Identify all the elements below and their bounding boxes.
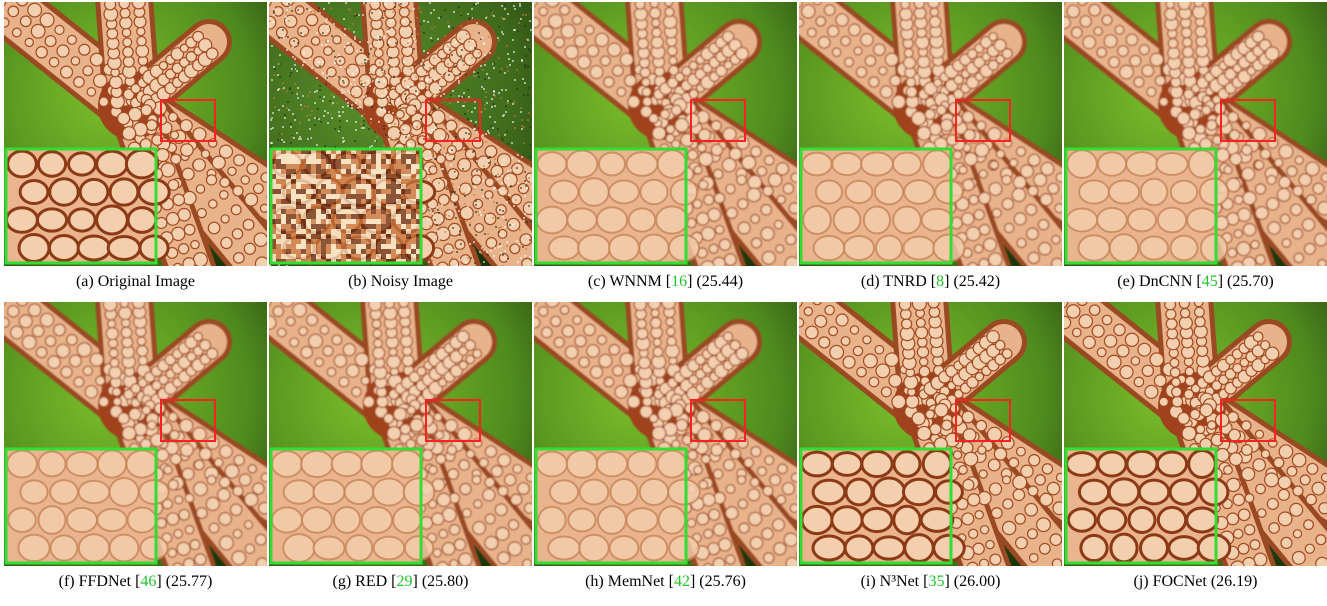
starfish bbox=[1064, 2, 1327, 266]
figure-row-bottom: (f) FFDNet [46] (25.77) (g) RED [29] (25… bbox=[4, 302, 1327, 598]
zoom-region-box bbox=[425, 99, 481, 142]
citation-link[interactable]: 45 bbox=[1201, 273, 1218, 290]
starfish-image bbox=[799, 302, 1062, 566]
zoom-region-box bbox=[1220, 399, 1276, 442]
zoom-region-box bbox=[955, 99, 1011, 142]
panel-e: (e) DnCNN [45] (25.70) bbox=[1064, 2, 1327, 298]
citation-link[interactable]: 46 bbox=[140, 573, 157, 590]
panel-f: (f) FFDNet [46] (25.77) bbox=[4, 302, 267, 598]
citation-link[interactable]: 29 bbox=[396, 573, 413, 590]
figure-row-top: (a) Original Image (b) Noisy Image (c) W… bbox=[4, 2, 1327, 298]
starfish-image bbox=[269, 2, 532, 266]
starfish-image bbox=[1064, 2, 1327, 266]
citation-link[interactable]: 8 bbox=[936, 273, 945, 290]
panel-image bbox=[534, 302, 797, 566]
panel-image bbox=[269, 2, 532, 266]
zoom-region-box bbox=[1220, 99, 1276, 142]
panel-a: (a) Original Image bbox=[4, 2, 267, 298]
panel-caption: (e) DnCNN [45] (25.70) bbox=[1117, 273, 1274, 290]
figure-grid: (a) Original Image (b) Noisy Image (c) W… bbox=[4, 2, 1327, 598]
zoom-inset bbox=[534, 147, 701, 265]
zoom-region-box bbox=[160, 99, 216, 142]
panel-caption: (b) Noisy Image bbox=[348, 273, 453, 290]
panel-caption: (a) Original Image bbox=[75, 273, 196, 290]
zoom-inset bbox=[799, 447, 966, 565]
zoom-region-box bbox=[160, 399, 216, 442]
zoom-inset bbox=[269, 447, 436, 565]
starfish bbox=[1064, 302, 1327, 566]
zoom-inset bbox=[1064, 147, 1230, 265]
panel-caption: (h) MemNet [42] (25.76) bbox=[585, 573, 746, 590]
panel-image bbox=[1064, 2, 1327, 266]
panel-j: (j) FOCNet (26.19) bbox=[1064, 302, 1327, 598]
panel-image bbox=[799, 302, 1062, 566]
starfish bbox=[269, 302, 532, 566]
starfish bbox=[4, 302, 267, 566]
starfish-image bbox=[1064, 302, 1327, 566]
panel-c: (c) WNNM [16] (25.44) bbox=[534, 2, 797, 298]
starfish bbox=[534, 2, 797, 266]
starfish-image bbox=[4, 2, 267, 266]
panel-caption: (j) FOCNet (26.19) bbox=[1133, 573, 1258, 590]
panel-b: (b) Noisy Image bbox=[269, 2, 532, 298]
panel-d: (d) TNRD [8] (25.42) bbox=[799, 2, 1062, 298]
zoom-region-box bbox=[955, 399, 1011, 442]
panel-image bbox=[4, 302, 267, 566]
panel-caption: (f) FFDNet [46] (25.77) bbox=[58, 573, 213, 590]
citation-link[interactable]: 35 bbox=[928, 573, 945, 590]
zoom-inset bbox=[1064, 447, 1232, 565]
starfish-image bbox=[799, 2, 1062, 266]
zoom-inset bbox=[4, 447, 170, 565]
zoom-region-box bbox=[690, 399, 746, 442]
panel-i: (i) N³Net [35] (26.00) bbox=[799, 302, 1062, 598]
panel-image bbox=[534, 2, 797, 266]
starfish-image bbox=[534, 2, 797, 266]
citation-link[interactable]: 42 bbox=[673, 573, 690, 590]
starfish bbox=[534, 302, 797, 566]
citation-link[interactable]: 16 bbox=[671, 273, 688, 290]
starfish-image bbox=[269, 302, 532, 566]
zoom-inset bbox=[4, 147, 171, 265]
panel-image bbox=[1064, 302, 1327, 566]
panel-caption: (c) WNNM [16] (25.44) bbox=[587, 273, 744, 290]
panel-caption: (g) RED [29] (25.80) bbox=[332, 573, 469, 590]
panel-image bbox=[4, 2, 267, 266]
starfish-image bbox=[534, 302, 797, 566]
panel-h: (h) MemNet [42] (25.76) bbox=[534, 302, 797, 598]
panel-g: (g) RED [29] (25.80) bbox=[269, 302, 532, 598]
panel-image bbox=[269, 302, 532, 566]
panel-caption: (d) TNRD [8] (25.42) bbox=[860, 273, 1001, 290]
zoom-inset bbox=[269, 147, 437, 265]
panel-caption: (i) N³Net [35] (26.00) bbox=[860, 573, 1001, 590]
zoom-inset bbox=[799, 147, 966, 265]
zoom-region-box bbox=[425, 399, 481, 442]
panel-image bbox=[799, 2, 1062, 266]
starfish-image bbox=[4, 302, 267, 566]
zoom-inset bbox=[534, 447, 701, 565]
zoom-region-box bbox=[690, 99, 746, 142]
